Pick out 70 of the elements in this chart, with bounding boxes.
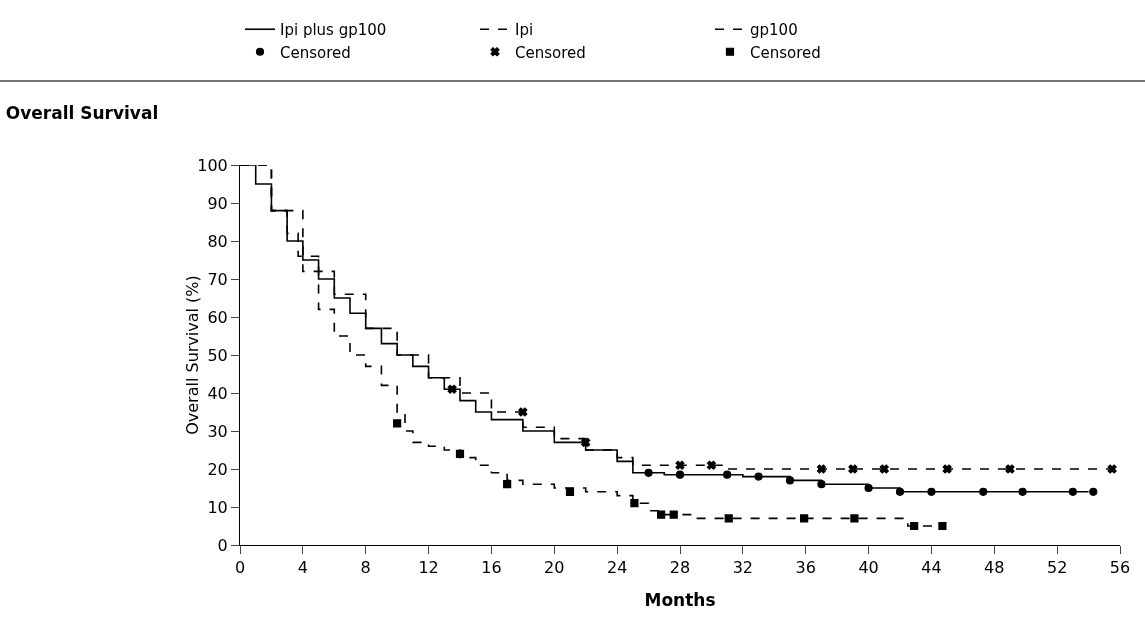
y-tick-label: 60: [207, 307, 228, 327]
x-tick-label: 28: [669, 558, 691, 578]
y-tick-label: 70: [207, 269, 228, 289]
x-tick-label: 56: [1109, 558, 1131, 578]
y-tick-label: 40: [207, 383, 228, 403]
x-tick-label: 24: [606, 558, 628, 578]
point: [938, 521, 947, 531]
x-tick-label: 32: [732, 558, 754, 578]
point: [1068, 487, 1077, 496]
y-tick-label: 100: [197, 155, 228, 175]
point: [927, 487, 936, 496]
point: [518, 407, 528, 417]
x-tick-label: 12: [418, 558, 439, 578]
legend-label: gp100: [750, 21, 798, 40]
x-tick-label: 8: [360, 558, 371, 578]
point: [447, 384, 457, 394]
point: [848, 464, 858, 474]
x-tick-label: 16: [481, 558, 502, 578]
point: [724, 514, 733, 523]
legend-label: Censored: [515, 43, 586, 62]
point: [979, 487, 988, 496]
point: [630, 499, 639, 508]
legend-label: Ipi plus gp100: [280, 21, 387, 40]
point: [657, 510, 666, 519]
y-tick-label: 50: [207, 345, 228, 365]
y-tick-label: 80: [207, 231, 228, 251]
point: [864, 483, 873, 493]
point: [565, 487, 575, 496]
point: [706, 460, 716, 470]
x-tick-label: 36: [795, 558, 816, 578]
point: [910, 521, 919, 531]
point: [669, 510, 678, 519]
legend-label: Ipi: [515, 21, 534, 40]
point: [503, 480, 512, 489]
point: [850, 514, 859, 523]
x-tick-label: 4: [297, 558, 308, 578]
x-axis-title: Months: [644, 590, 716, 610]
x-tick-label: 48: [984, 558, 1005, 578]
legend-label: Censored: [280, 43, 351, 62]
point: [816, 464, 826, 474]
point: [455, 449, 465, 458]
y-tick-label: 90: [207, 193, 228, 213]
point: [675, 460, 685, 470]
point: [1018, 487, 1027, 496]
y-tick-label: 10: [207, 497, 228, 517]
point: [1089, 487, 1098, 496]
point: [1107, 464, 1117, 474]
y-tick-label: 30: [207, 421, 228, 441]
point: [581, 437, 591, 447]
point: [879, 464, 889, 474]
x-tick-label: 44: [921, 558, 942, 578]
point: [644, 468, 653, 477]
point: [785, 476, 795, 485]
point: [723, 470, 732, 479]
text: Overall Survival: [5, 103, 159, 123]
x-tick-label: 52: [1046, 558, 1068, 578]
point: [817, 480, 826, 489]
y-tick-label: 0: [217, 535, 228, 555]
point: [675, 470, 685, 479]
point: [942, 464, 952, 474]
point: [895, 487, 905, 496]
x-tick-label: 0: [234, 558, 246, 578]
y-axis-title: Overall Survival (%): [183, 275, 202, 435]
x-tick-label: 40: [858, 558, 879, 578]
y-tick-label: 20: [207, 459, 228, 479]
point: [754, 472, 763, 481]
legend-label: Censored: [750, 43, 821, 62]
point: [393, 419, 402, 428]
point: [800, 514, 809, 523]
x-tick-label: 20: [544, 558, 565, 578]
